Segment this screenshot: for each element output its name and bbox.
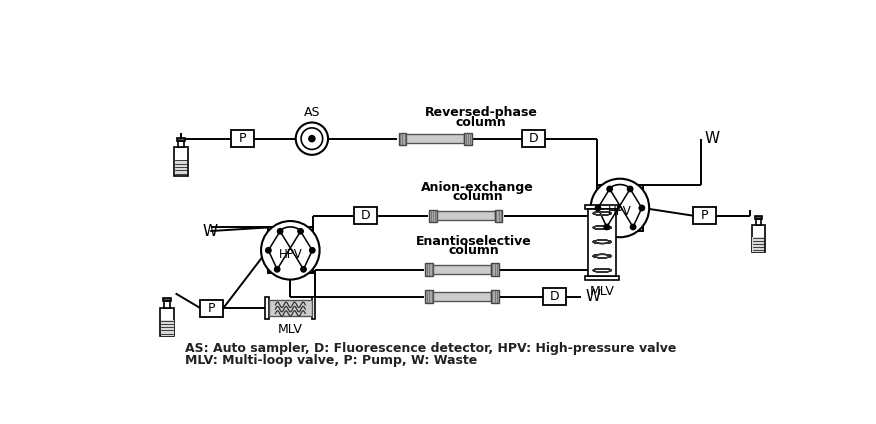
Bar: [433, 292, 491, 301]
Text: W: W: [704, 131, 720, 146]
Text: MLV: MLV: [278, 324, 303, 337]
Circle shape: [607, 186, 612, 192]
Bar: [177, 137, 185, 141]
Bar: [426, 290, 433, 303]
Circle shape: [300, 267, 307, 272]
Circle shape: [631, 224, 636, 230]
Circle shape: [261, 221, 320, 279]
Bar: [399, 132, 406, 145]
Circle shape: [296, 123, 328, 155]
Bar: [231, 130, 254, 147]
Bar: [312, 297, 315, 319]
Circle shape: [309, 248, 315, 253]
Text: P: P: [208, 301, 215, 315]
Circle shape: [639, 205, 645, 211]
Text: column: column: [456, 116, 506, 128]
Bar: [597, 185, 643, 231]
Circle shape: [298, 229, 303, 234]
Circle shape: [265, 248, 271, 253]
Text: W: W: [585, 289, 600, 304]
Bar: [265, 297, 269, 319]
Text: P: P: [701, 209, 709, 222]
Bar: [495, 209, 503, 222]
Circle shape: [274, 267, 279, 272]
Bar: [693, 207, 717, 224]
Text: AS: Auto sampler, D: Fluorescence detector, HPV: High-pressure valve: AS: Auto sampler, D: Fluorescence detect…: [185, 342, 676, 354]
Bar: [589, 209, 616, 276]
Circle shape: [627, 186, 632, 192]
Circle shape: [596, 205, 601, 211]
Circle shape: [278, 229, 283, 234]
Text: D: D: [529, 132, 539, 145]
Bar: [585, 205, 619, 209]
Circle shape: [301, 128, 322, 149]
Bar: [756, 219, 761, 225]
Bar: [752, 237, 765, 251]
Text: AS: AS: [304, 106, 320, 120]
Bar: [174, 159, 187, 176]
Text: Enantioselective: Enantioselective: [416, 235, 532, 248]
Bar: [406, 134, 464, 143]
Bar: [464, 132, 471, 145]
Bar: [522, 130, 545, 147]
Text: MLV: MLV: [590, 285, 615, 298]
Bar: [354, 207, 378, 224]
Circle shape: [604, 224, 610, 230]
Bar: [491, 290, 498, 303]
Bar: [491, 263, 498, 276]
Text: HPV: HPV: [279, 248, 302, 261]
Bar: [164, 301, 170, 307]
Bar: [433, 265, 491, 274]
Circle shape: [309, 136, 315, 142]
Bar: [267, 228, 313, 273]
Text: HPV: HPV: [608, 205, 632, 218]
Bar: [754, 216, 762, 219]
Bar: [201, 300, 223, 317]
Text: Reversed-phase: Reversed-phase: [425, 106, 538, 120]
Text: MLV: Multi-loop valve, P: Pump, W: Waste: MLV: Multi-loop valve, P: Pump, W: Waste: [185, 354, 477, 367]
Text: P: P: [239, 132, 246, 145]
Bar: [752, 225, 766, 252]
Bar: [426, 263, 433, 276]
Text: column: column: [452, 190, 503, 204]
Bar: [160, 307, 174, 336]
Text: W: W: [202, 223, 217, 239]
Bar: [429, 209, 437, 222]
Text: Anion-exchange: Anion-exchange: [421, 181, 533, 194]
Text: D: D: [361, 209, 371, 222]
Circle shape: [590, 179, 649, 237]
Bar: [173, 148, 188, 176]
Text: column: column: [449, 244, 499, 257]
Bar: [269, 300, 312, 316]
Bar: [163, 298, 171, 301]
Bar: [160, 320, 173, 335]
Bar: [178, 141, 184, 148]
Bar: [437, 211, 495, 220]
Bar: [585, 276, 619, 280]
Bar: [543, 288, 566, 305]
Text: D: D: [549, 290, 559, 303]
